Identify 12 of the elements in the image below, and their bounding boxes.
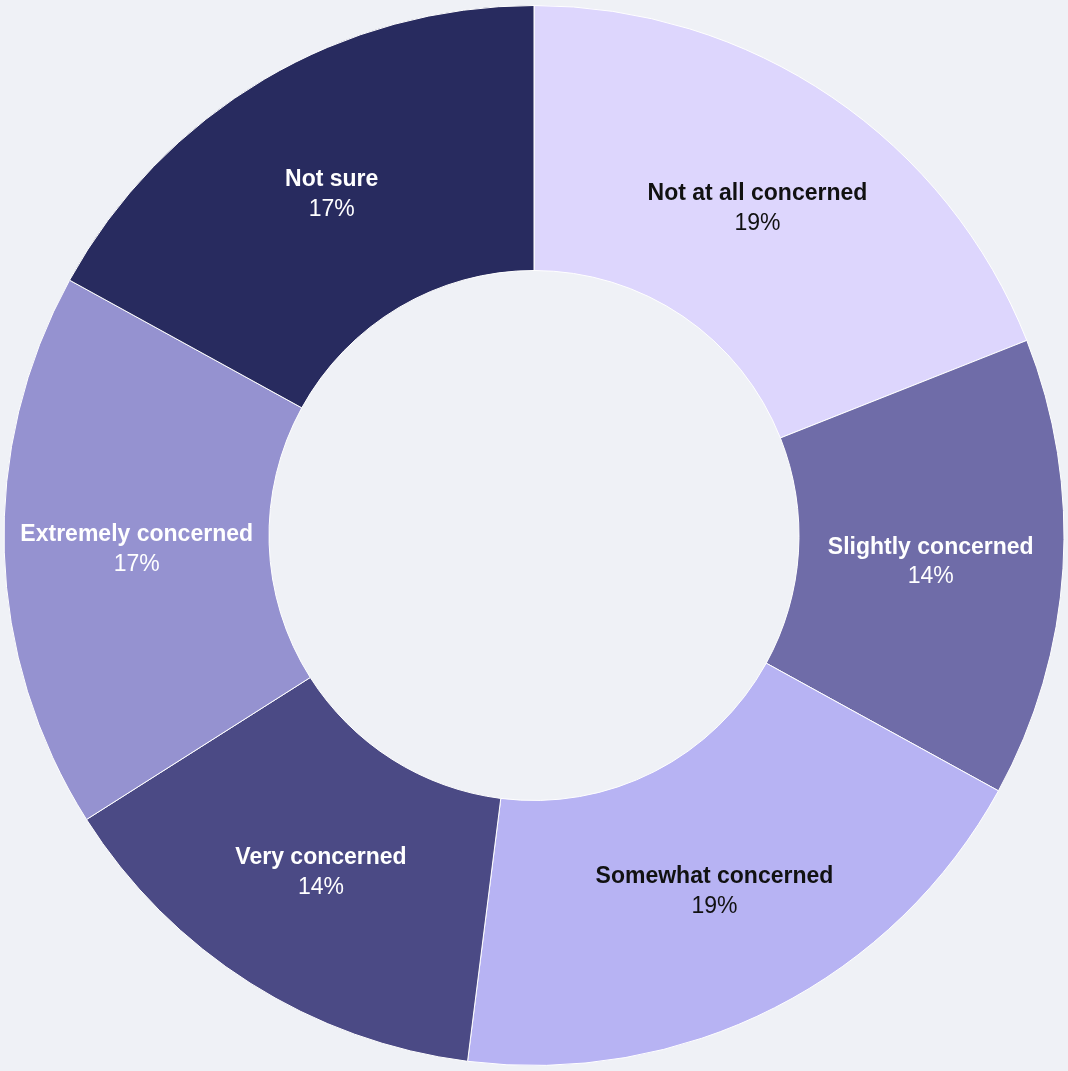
- data-label: 14%: [907, 562, 954, 589]
- slice-label: Somewhat concerned: [595, 861, 834, 888]
- data-label: 17%: [308, 195, 355, 222]
- data-label: 19%: [691, 891, 738, 918]
- slice-label: Not at all concerned: [647, 178, 868, 205]
- slice-label: Not sure: [285, 165, 379, 192]
- slice-label: Very concerned: [235, 843, 407, 870]
- slice-label: Extremely concerned: [20, 520, 254, 547]
- data-label: 14%: [297, 873, 345, 900]
- slice-label: Slightly concerned: [827, 532, 1034, 559]
- data-label: 17%: [113, 549, 160, 576]
- data-label: 19%: [734, 208, 781, 235]
